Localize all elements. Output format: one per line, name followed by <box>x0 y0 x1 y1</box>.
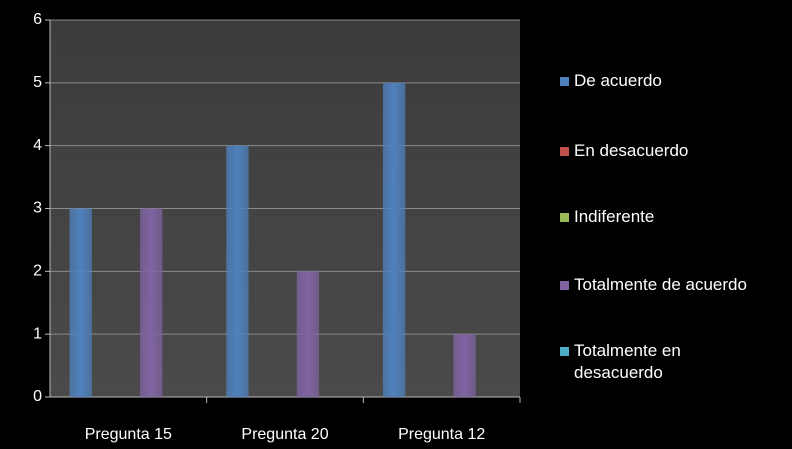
legend-item: En desacuerdo <box>560 140 759 162</box>
legend-item: Totalmente en desacuerdo <box>560 340 759 384</box>
legend-item: Indiferente <box>560 206 759 228</box>
bar <box>140 208 163 397</box>
y-tick-label: 5 <box>33 74 42 91</box>
bar <box>382 82 406 397</box>
y-tick-label: 0 <box>33 388 42 405</box>
bar <box>69 208 92 397</box>
legend-label: Indiferente <box>574 207 655 226</box>
y-tick-label: 3 <box>33 200 42 217</box>
legend-label: De acuerdo <box>574 71 662 90</box>
y-tick-label: 1 <box>33 325 42 342</box>
legend-item: De acuerdo <box>560 70 759 92</box>
x-tick-label: Pregunta 15 <box>85 426 172 443</box>
legend-label: Totalmente en desacuerdo <box>574 341 681 382</box>
legend: De acuerdo En desacuerdo Indiferente Totalm… <box>560 0 792 449</box>
bar <box>296 271 320 397</box>
legend-swatch <box>560 147 569 156</box>
legend-label: En desacuerdo <box>574 141 689 160</box>
legend-swatch <box>560 281 569 290</box>
y-tick-label: 2 <box>33 263 42 280</box>
bar <box>453 334 476 397</box>
y-tick-label: 4 <box>33 137 42 154</box>
legend-swatch <box>560 347 569 356</box>
bar <box>226 145 249 397</box>
x-tick-label: Pregunta 12 <box>398 426 485 443</box>
legend-label: Totalmente de acuerdo <box>574 275 747 294</box>
legend-swatch <box>560 77 569 86</box>
x-tick-label: Pregunta 20 <box>241 426 328 443</box>
y-tick-label: 6 <box>33 11 42 28</box>
legend-item: Totalmente de acuerdo <box>560 274 759 296</box>
legend-swatch <box>560 213 569 222</box>
